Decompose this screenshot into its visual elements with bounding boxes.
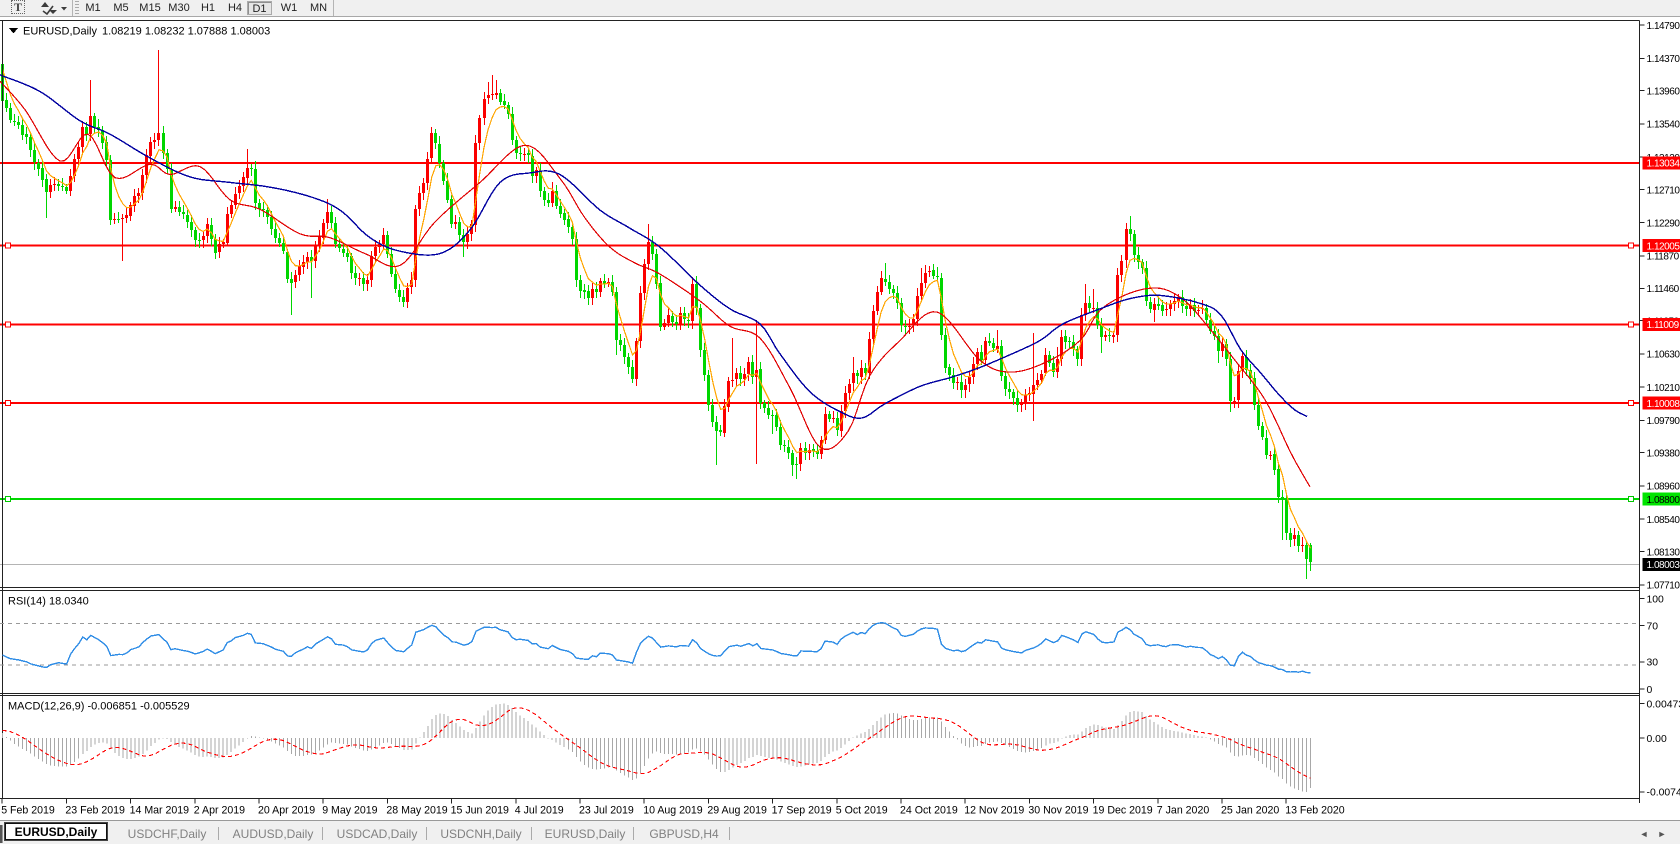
- svg-text:RSI(14) 18.0340: RSI(14) 18.0340: [8, 596, 89, 608]
- svg-text:25 Jan 2020: 25 Jan 2020: [1221, 805, 1279, 817]
- svg-text:30 Nov 2019: 30 Nov 2019: [1028, 805, 1088, 817]
- svg-text:14 Mar 2019: 14 Mar 2019: [130, 805, 190, 817]
- svg-text:1.10210: 1.10210: [1647, 383, 1680, 394]
- svg-text:100: 100: [1647, 594, 1665, 605]
- svg-text:28 May 2019: 28 May 2019: [386, 805, 447, 817]
- svg-text:1.08960: 1.08960: [1647, 482, 1680, 493]
- svg-text:1.13540: 1.13540: [1647, 120, 1680, 131]
- svg-text:13 Feb 2020: 13 Feb 2020: [1285, 805, 1345, 817]
- svg-text:24 Oct 2019: 24 Oct 2019: [900, 805, 958, 817]
- svg-text:2 Apr 2019: 2 Apr 2019: [194, 805, 245, 817]
- svg-text:-0.00740: -0.00740: [1647, 788, 1680, 799]
- svg-text:1.11009: 1.11009: [1647, 320, 1680, 331]
- svg-text:1.08800: 1.08800: [1647, 495, 1680, 506]
- svg-text:0.00: 0.00: [1647, 734, 1667, 745]
- svg-text:12 Nov 2019: 12 Nov 2019: [964, 805, 1024, 817]
- svg-text:1.08540: 1.08540: [1647, 515, 1680, 526]
- svg-text:1.12290: 1.12290: [1647, 219, 1680, 230]
- svg-text:5 Feb 2019: 5 Feb 2019: [1, 805, 55, 817]
- svg-text:7 Jan 2020: 7 Jan 2020: [1157, 805, 1210, 817]
- svg-text:1.13034: 1.13034: [1647, 159, 1680, 170]
- svg-text:1.11460: 1.11460: [1647, 284, 1680, 295]
- svg-text:1.12710: 1.12710: [1647, 185, 1680, 196]
- svg-text:23 Feb 2019: 23 Feb 2019: [65, 805, 125, 817]
- svg-text:1.13960: 1.13960: [1647, 87, 1680, 98]
- svg-text:4 Jul 2019: 4 Jul 2019: [515, 805, 564, 817]
- svg-text:29 Aug 2019: 29 Aug 2019: [707, 805, 767, 817]
- svg-text:EURUSD,Daily: EURUSD,Daily: [23, 26, 97, 38]
- svg-text:1.12005: 1.12005: [1647, 241, 1680, 252]
- svg-text:1.10630: 1.10630: [1647, 350, 1680, 361]
- svg-text:23 Jul 2019: 23 Jul 2019: [579, 805, 634, 817]
- svg-text:0: 0: [1647, 685, 1653, 696]
- svg-text:30: 30: [1647, 658, 1659, 669]
- svg-text:1.10008: 1.10008: [1647, 399, 1680, 410]
- svg-text:17 Sep 2019: 17 Sep 2019: [772, 805, 832, 817]
- svg-text:1.14370: 1.14370: [1647, 54, 1680, 65]
- svg-text:20 Apr 2019: 20 Apr 2019: [258, 805, 315, 817]
- svg-text:5 Oct 2019: 5 Oct 2019: [836, 805, 888, 817]
- svg-text:1.11870: 1.11870: [1647, 252, 1680, 263]
- svg-text:1.08130: 1.08130: [1647, 547, 1680, 558]
- svg-text:15 Jun 2019: 15 Jun 2019: [451, 805, 509, 817]
- svg-text:1.14790: 1.14790: [1647, 21, 1680, 32]
- svg-text:1.08003: 1.08003: [1647, 560, 1680, 571]
- svg-text:10 Aug 2019: 10 Aug 2019: [643, 805, 703, 817]
- svg-text:1.09380: 1.09380: [1647, 449, 1680, 460]
- svg-text:1.09790: 1.09790: [1647, 416, 1680, 427]
- svg-text:19 Dec 2019: 19 Dec 2019: [1093, 805, 1153, 817]
- svg-text:MACD(12,26,9) -0.006851 -0.005: MACD(12,26,9) -0.006851 -0.005529: [8, 701, 190, 713]
- svg-text:1.07710: 1.07710: [1647, 581, 1680, 592]
- svg-text:70: 70: [1647, 622, 1659, 633]
- svg-text:0.00473: 0.00473: [1647, 700, 1680, 711]
- svg-text:1.08219 1.08232 1.07888 1.0800: 1.08219 1.08232 1.07888 1.08003: [102, 26, 270, 38]
- svg-text:9 May 2019: 9 May 2019: [322, 805, 377, 817]
